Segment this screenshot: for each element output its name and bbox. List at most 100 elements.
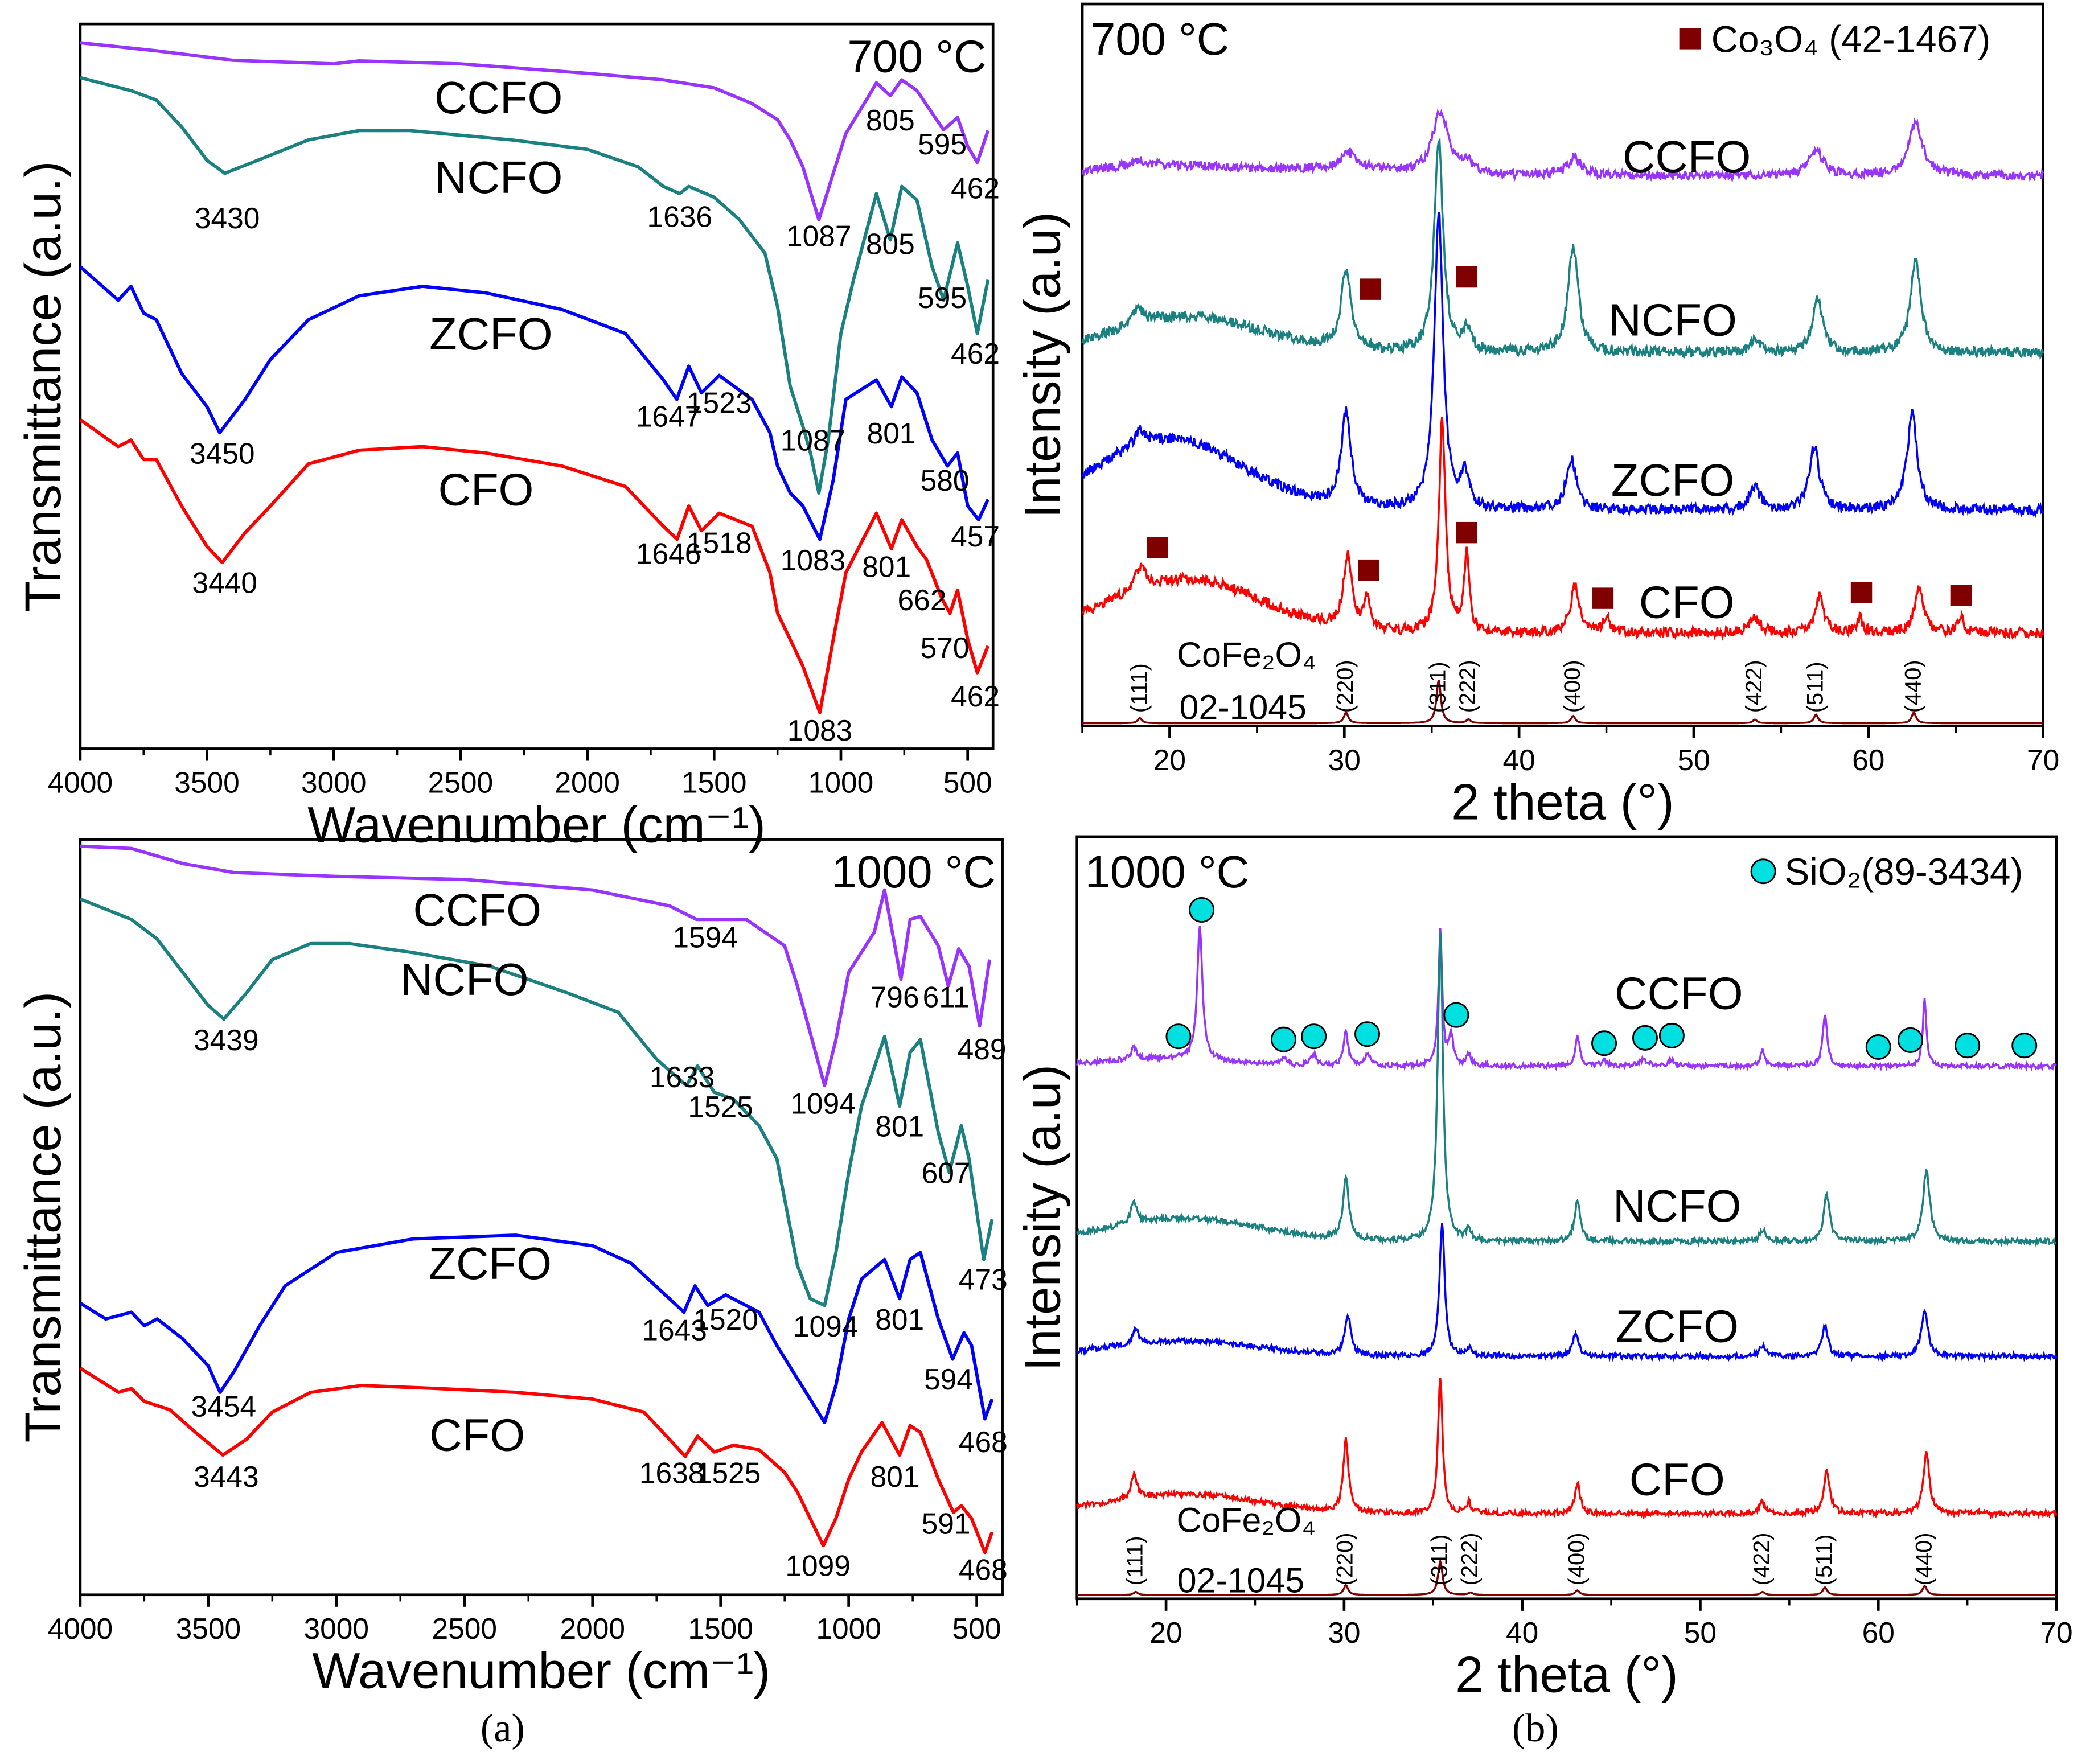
peak-label: 462 <box>951 337 1000 370</box>
chart-panel-3: 20 30 40 50 60 70 2 theta (°) Intensity (a.u) 10… <box>1013 835 2073 1703</box>
peak-label: 801 <box>875 1109 924 1142</box>
y-axis-label: Transmittance (a.u.) <box>14 992 71 1442</box>
hkl-label: (440) <box>1900 660 1925 713</box>
series-label-cfo: CFO <box>1629 1454 1725 1505</box>
peak-label: 3454 <box>191 1390 257 1423</box>
x-tick-label: 4000 <box>48 1612 113 1645</box>
sio2-marker-circle <box>1658 1022 1685 1048</box>
legend-marker <box>1750 858 1776 885</box>
hkl-label: (440) <box>1911 1532 1936 1585</box>
x-tick-label: 40 <box>1502 743 1535 776</box>
caption-b: (b) <box>1512 1706 1559 1750</box>
co3o4-marker-square <box>1456 521 1477 544</box>
co3o4-marker-square <box>1360 278 1382 300</box>
sio2-marker-circle <box>1955 1033 1981 1059</box>
hkl-label: (311) <box>1427 1534 1452 1585</box>
x-tick-label: 1500 <box>688 1612 753 1645</box>
peak-label: 1518 <box>687 526 752 559</box>
x-tick-label: 500 <box>952 1612 1001 1645</box>
hkl-label: (400) <box>1564 1532 1589 1585</box>
sio2-marker-circle <box>1443 1002 1469 1028</box>
y-axis-label: Intensity (a.u) <box>1013 1064 1070 1371</box>
peak-label: 801 <box>867 417 916 450</box>
sio2-marker-circle <box>1271 1026 1296 1052</box>
peak-label: 595 <box>918 128 967 161</box>
series-label-zcfo: ZCFO <box>1615 1301 1739 1352</box>
peak-label: 1525 <box>688 1090 753 1123</box>
series-line-ncfo <box>1081 137 2044 360</box>
chart-panel-0: 4000 3500 3000 2500 2000 1500 1000 500 Wavenumbe… <box>14 22 1000 853</box>
peak-label: 3440 <box>192 566 257 599</box>
hkl-label: (220) <box>1333 660 1358 713</box>
x-axis-label: Wavenumber (cm⁻¹) <box>312 1642 770 1699</box>
peak-label: 594 <box>924 1363 973 1396</box>
sio2-marker-circle <box>1591 1030 1617 1056</box>
peak-label: 662 <box>898 583 947 616</box>
series-label-ncfo: NCFO <box>400 954 528 1005</box>
hkl-label: (511) <box>1802 661 1828 713</box>
peak-label: 1638 <box>639 1456 705 1489</box>
x-tick-label: 3500 <box>176 1612 241 1645</box>
series-label-cfo: CFO <box>1639 577 1735 628</box>
peak-label: 3443 <box>194 1460 259 1493</box>
sio2-marker-circle <box>1632 1025 1658 1051</box>
series-line-ccfo <box>1075 926 2057 1072</box>
series-line-zcfo <box>79 265 989 541</box>
reference-phase-label: CoFe₂O₄ <box>1177 635 1316 674</box>
peak-label: 1087 <box>786 220 852 253</box>
x-tick-label: 3500 <box>174 766 240 799</box>
temperature-label: 700 °C <box>847 31 986 81</box>
y-axis-label: Intensity (a.u) <box>1013 212 1070 519</box>
peak-label: 595 <box>918 281 967 314</box>
sio2-marker-circle <box>1301 1023 1327 1050</box>
series-line-zcfo <box>79 1233 994 1425</box>
series-label-ccfo: CCFO <box>1615 968 1743 1018</box>
plot-frame <box>1081 2 2044 727</box>
plot-frame <box>79 22 995 750</box>
series-line-ccfo <box>1081 109 2044 183</box>
legend-marker <box>1679 28 1701 50</box>
series-line-ccfo <box>80 41 990 221</box>
peak-label: 468 <box>959 1553 1008 1586</box>
peak-label: 1087 <box>781 424 846 457</box>
co3o4-marker-square <box>1147 537 1168 559</box>
sio2-marker-circle <box>1865 1034 1891 1060</box>
x-tick-label: 2000 <box>555 766 620 799</box>
peak-label: 805 <box>866 228 915 261</box>
peak-label: 796 <box>871 980 919 1013</box>
peak-label: 1094 <box>790 1087 856 1120</box>
series-label-cfo: CFO <box>438 464 533 515</box>
x-axis-label: 2 theta (°) <box>1455 1646 1678 1703</box>
series-line-ccfo <box>80 844 992 1088</box>
x-tick-label: 50 <box>1677 743 1710 776</box>
x-tick-label: 1500 <box>681 766 747 799</box>
x-tick-label: 1000 <box>816 1612 881 1645</box>
caption-a: (a) <box>481 1706 525 1750</box>
peak-label: 1094 <box>793 1310 859 1343</box>
reference-card-label: 02-1045 <box>1180 688 1307 727</box>
x-tick-label: 4000 <box>48 766 113 799</box>
peak-label: 468 <box>959 1425 1008 1458</box>
peak-label: 1594 <box>672 921 738 954</box>
series-line-cfo <box>1075 1378 2058 1520</box>
series-label-zcfo: ZCFO <box>429 309 553 359</box>
x-tick-label: 60 <box>1852 743 1884 776</box>
series-line-ncfo <box>1075 932 2057 1248</box>
chart-panel-2: 4000 3500 3000 2500 2000 1500 1000 500 Wavenumbe… <box>14 838 1008 1699</box>
peak-label: 3430 <box>195 202 260 235</box>
legend-label: SiO₂(89-3434) <box>1785 851 2023 893</box>
x-tick-label: 1000 <box>808 766 874 799</box>
co3o4-marker-square <box>1950 585 1972 606</box>
chart-panel-1: 20 30 40 50 60 70 2 theta (°) Intensity (a.u) 70… <box>1013 2 2059 830</box>
temperature-label: 1000 °C <box>831 846 995 897</box>
series-line-ref <box>1077 1557 2057 1596</box>
peak-label: 1636 <box>647 200 712 233</box>
series-line-cfo <box>1081 416 2044 641</box>
peak-label: 580 <box>921 464 970 497</box>
peak-label: 457 <box>951 520 1000 553</box>
peak-label: 1525 <box>696 1456 761 1489</box>
peak-label: 1083 <box>781 544 846 577</box>
co3o4-marker-square <box>1456 266 1477 288</box>
peak-label: 1647 <box>636 400 701 433</box>
x-axis-label: 2 theta (°) <box>1451 773 1674 830</box>
